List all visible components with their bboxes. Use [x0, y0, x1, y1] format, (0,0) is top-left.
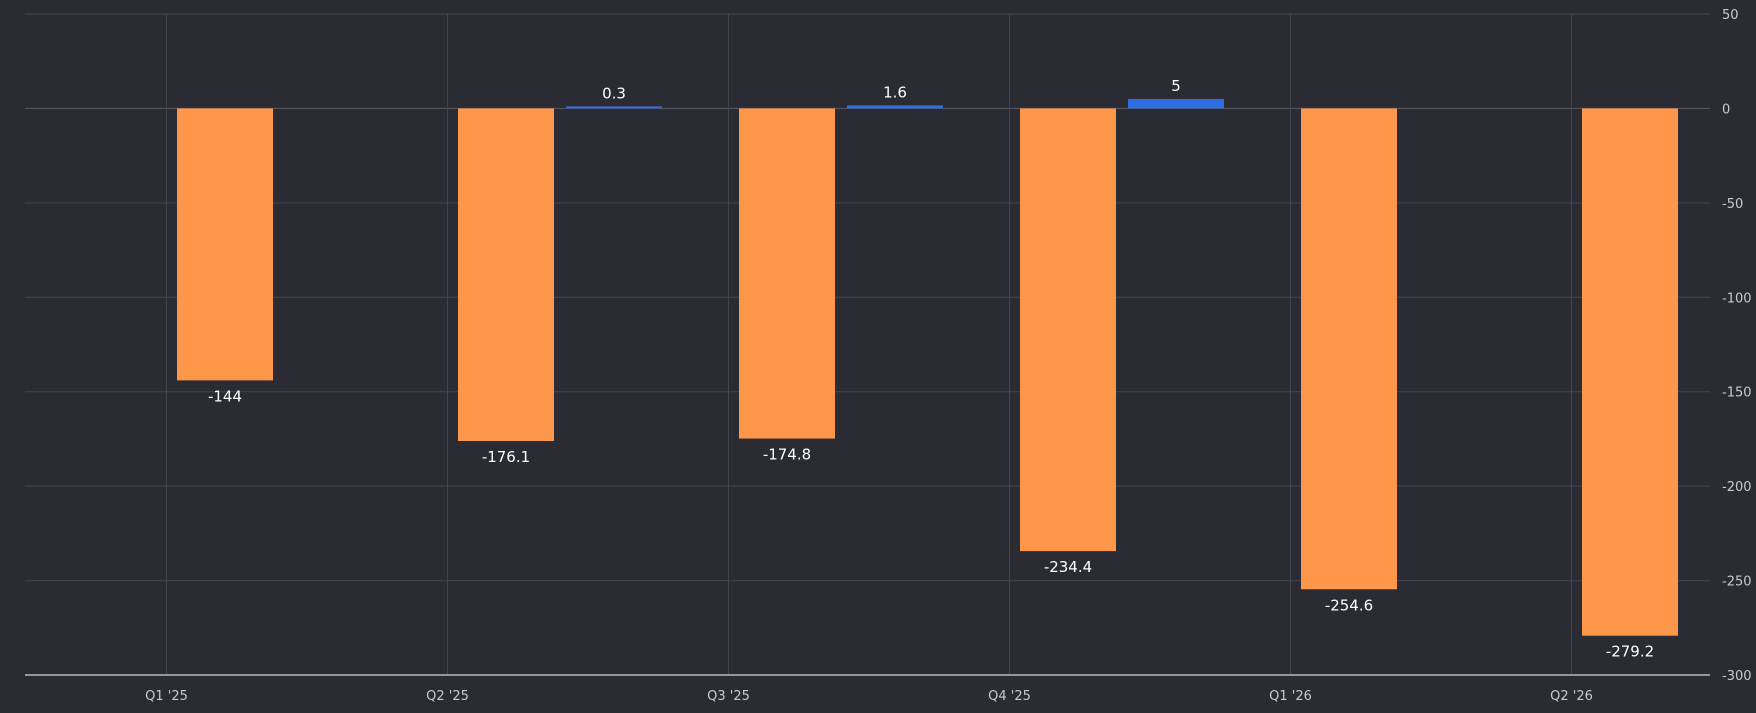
y-tick-label: -50 — [1722, 197, 1743, 212]
x-tick-label: Q2 '26 — [1550, 689, 1593, 704]
data-label: -144 — [208, 387, 242, 405]
y-tick-label: 0 — [1722, 102, 1730, 117]
data-label: -234.4 — [1044, 558, 1092, 576]
data-label: 5 — [1171, 77, 1181, 95]
y-tick-label: -150 — [1722, 386, 1752, 401]
bar-series-1[interactable] — [847, 105, 943, 109]
bar-series-1[interactable] — [566, 106, 662, 109]
data-label: 0.3 — [602, 84, 626, 102]
grid-layer — [25, 13, 1710, 675]
data-label: 1.6 — [883, 83, 907, 101]
data-label: -176.1 — [482, 448, 530, 466]
x-tick-label: Q1 '26 — [1269, 689, 1312, 704]
data-label: -279.2 — [1606, 643, 1654, 661]
data-label: -254.6 — [1325, 596, 1373, 614]
bar-series-0[interactable] — [1020, 108, 1116, 552]
bar-series-0[interactable] — [177, 108, 273, 381]
data-label: -174.8 — [763, 446, 811, 464]
y-tick-label: -200 — [1722, 480, 1752, 495]
bar-series-1[interactable] — [1128, 98, 1224, 109]
bar-series-0[interactable] — [1582, 108, 1678, 636]
y-tick-label: -250 — [1722, 575, 1752, 590]
bar-series-0[interactable] — [458, 108, 554, 442]
bar-series-0[interactable] — [739, 108, 835, 439]
y-tick-label: 50 — [1722, 8, 1739, 23]
labels-layer: -144 -176.1 -174.8 -234.4 -254.6 -279.2 0.3 1.6… — [208, 77, 1654, 661]
x-tick-label: Q3 '25 — [707, 689, 750, 704]
bar-series-0[interactable] — [1301, 108, 1397, 590]
y-tick-label: -300 — [1722, 669, 1752, 684]
y-tick-label: -100 — [1722, 291, 1752, 306]
x-tick-label: Q2 '25 — [426, 689, 469, 704]
axis-layer: 50 0 -50 -100 -150 -200 -250 -300 Q1 '25 Q2 '25 Q3… — [25, 8, 1752, 704]
x-tick-label: Q4 '25 — [988, 689, 1031, 704]
bars-layer — [177, 98, 1678, 636]
x-tick-label: Q1 '25 — [145, 689, 188, 704]
